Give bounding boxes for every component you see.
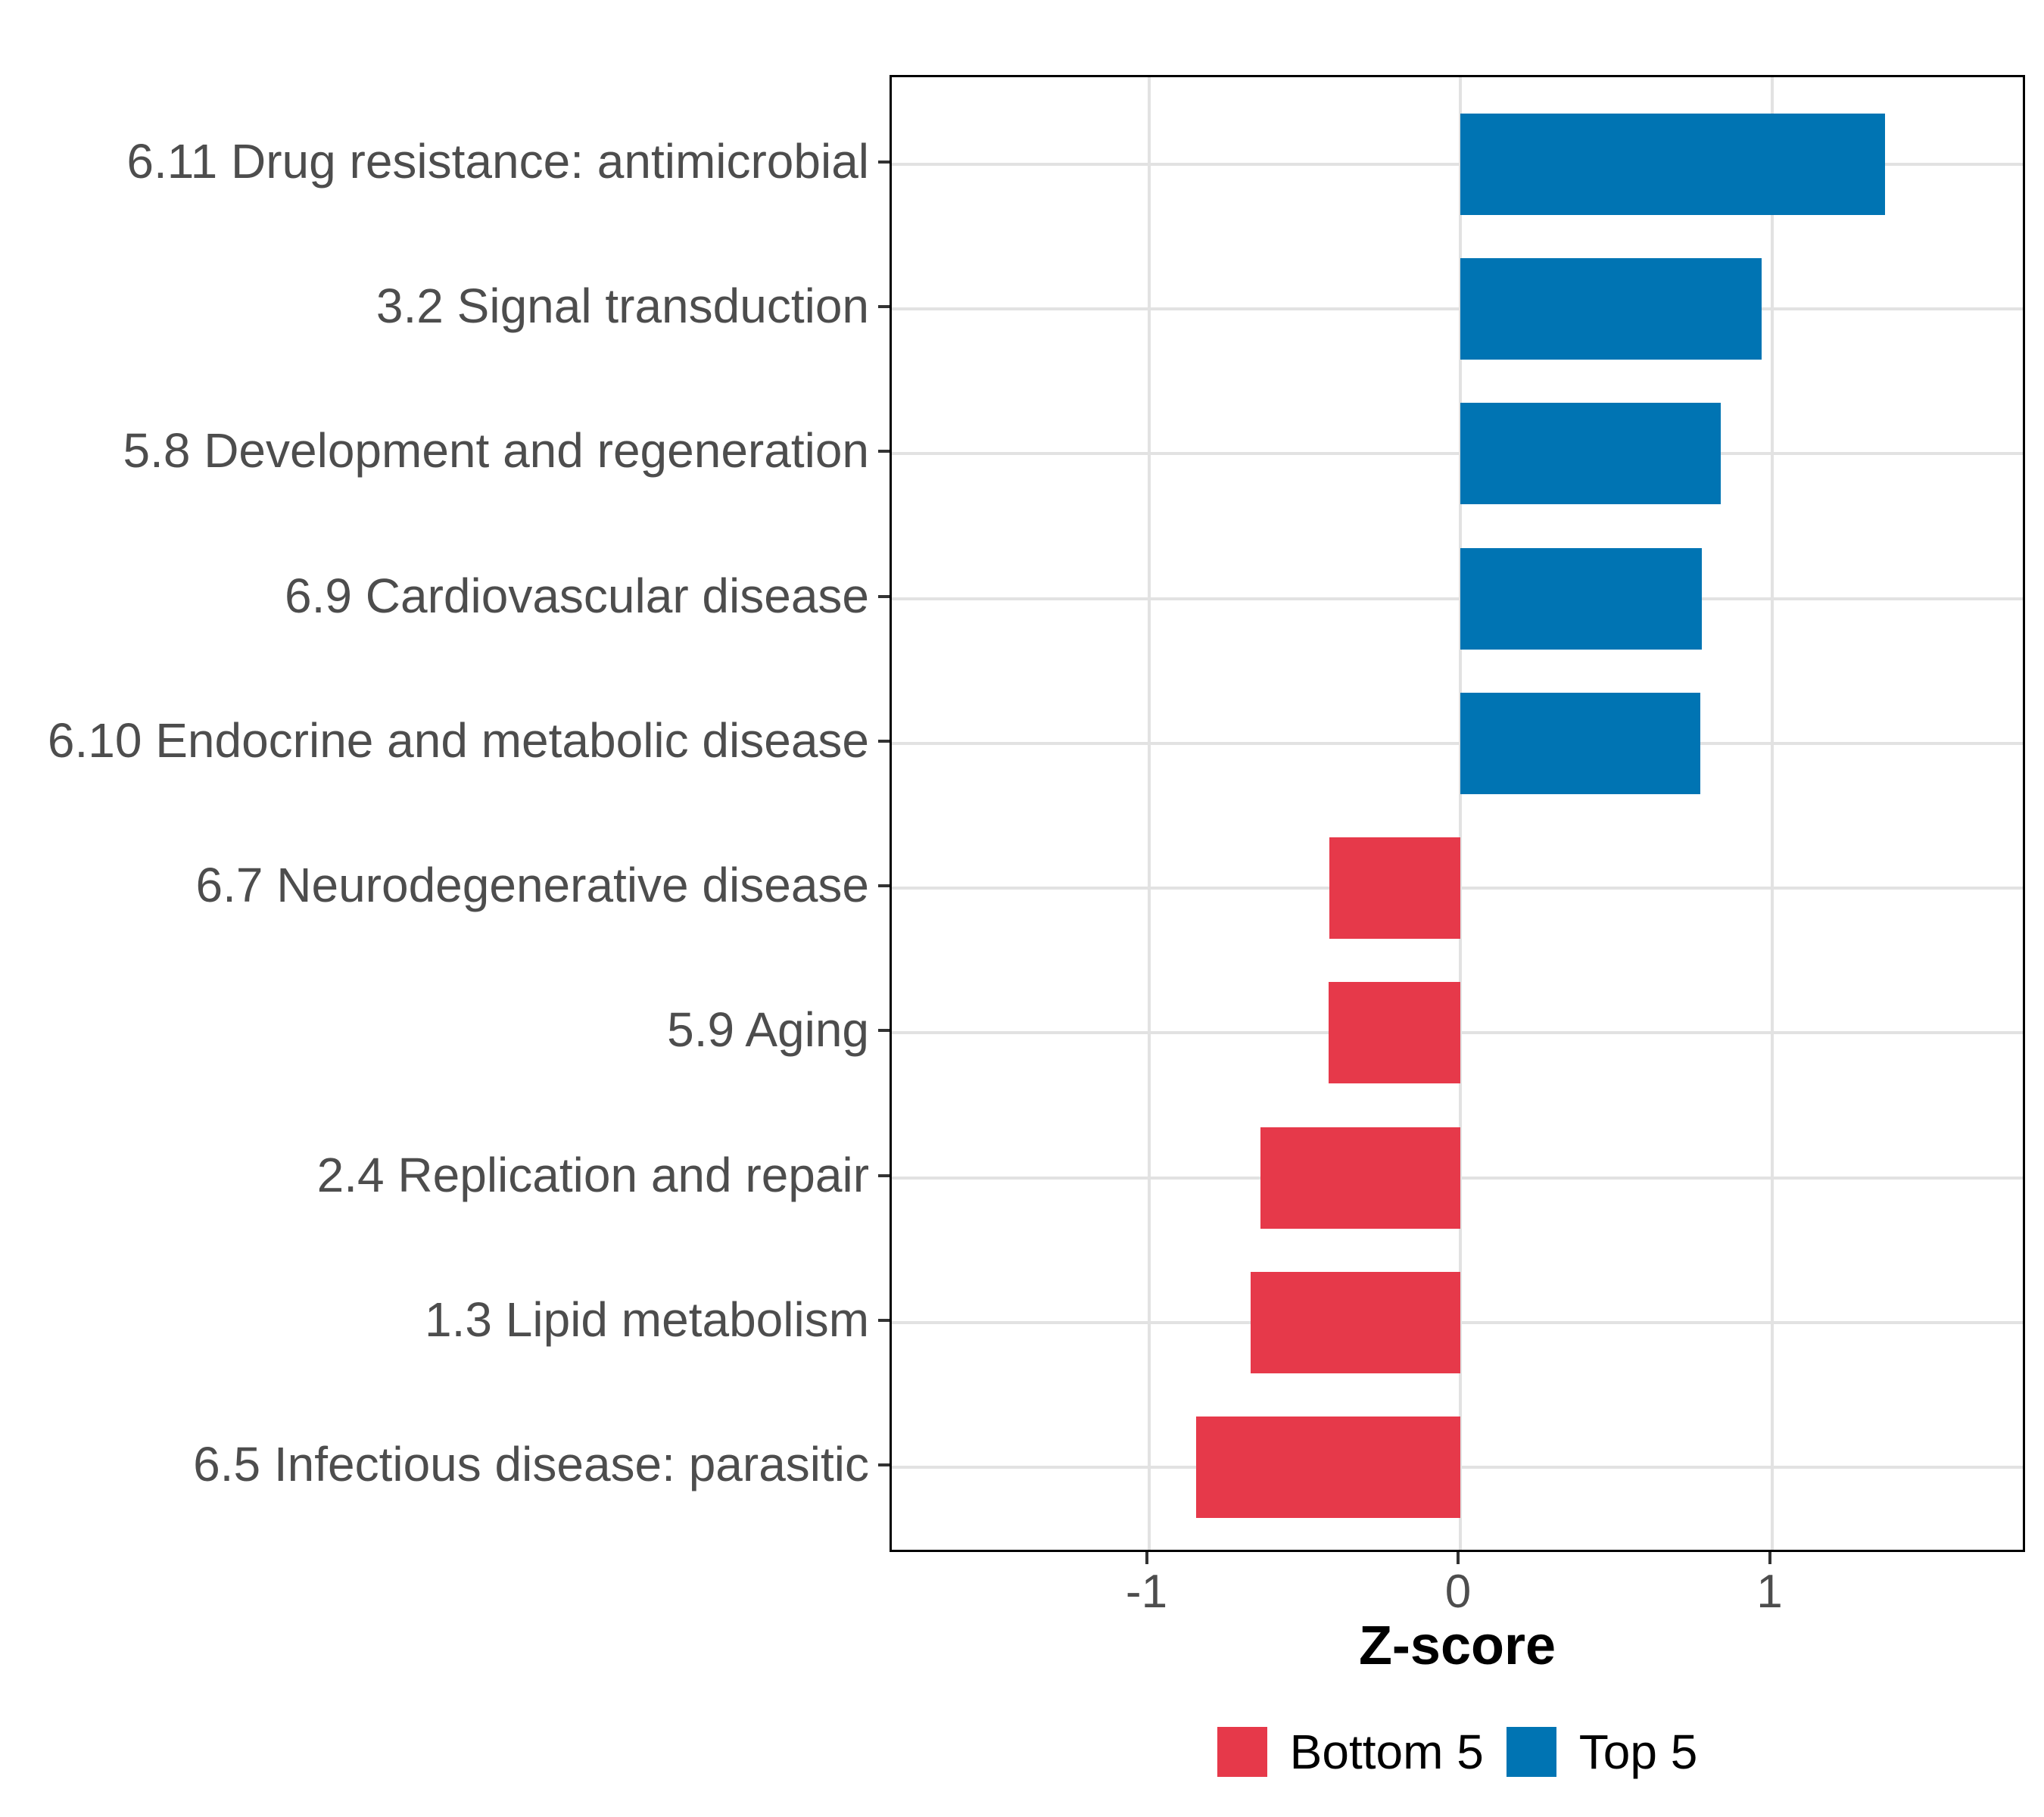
bar <box>1251 1272 1461 1373</box>
x-axis-title: Z-score <box>1358 1616 1556 1676</box>
gridline-horizontal <box>892 307 2023 311</box>
y-axis-tick <box>878 594 890 598</box>
legend: Bottom 5 Top 5 <box>890 1727 2025 1777</box>
bar <box>1329 837 1461 940</box>
x-axis-tick-label: 1 <box>1756 1566 1783 1618</box>
gridline-horizontal <box>892 597 2023 600</box>
plot-panel <box>890 75 2025 1552</box>
bar <box>1460 547 1703 650</box>
legend-item: Top 5 <box>1506 1725 1698 1779</box>
x-axis-tick-label: 0 <box>1444 1566 1472 1618</box>
legend-label: Bottom 5 <box>1289 1725 1484 1779</box>
gridline-vertical <box>1147 77 1151 1550</box>
gridline-horizontal <box>892 741 2023 745</box>
category-label: 6.10 Endocrine and metabolic disease <box>47 713 869 768</box>
y-axis-tick <box>878 450 890 453</box>
x-axis-tick <box>1145 1552 1148 1564</box>
y-axis-tick <box>878 305 890 309</box>
bar <box>1460 258 1762 360</box>
gridline-horizontal <box>892 162 2023 166</box>
category-label: 5.8 Development and regeneration <box>123 423 869 478</box>
bar <box>1196 1417 1461 1519</box>
y-axis-labels: 6.11 Drug resistance: antimicrobial 3.2 S… <box>0 75 869 1552</box>
legend-swatch <box>1217 1727 1267 1777</box>
gridline-vertical <box>1770 77 1774 1550</box>
bar <box>1260 1127 1461 1229</box>
legend-swatch <box>1506 1727 1556 1777</box>
x-axis-tick-label: -1 <box>1125 1566 1168 1618</box>
bar <box>1460 403 1721 505</box>
y-axis-tick <box>878 1318 890 1322</box>
category-label: 2.4 Replication and repair <box>316 1147 869 1202</box>
bar <box>1460 113 1885 215</box>
category-label: 6.7 Neurodegenerative disease <box>195 858 870 913</box>
bar <box>1328 982 1461 1084</box>
gridline-horizontal <box>892 452 2023 456</box>
legend-item: Bottom 5 <box>1217 1727 1484 1777</box>
y-axis-tick <box>878 160 890 164</box>
y-axis-tick <box>878 1029 890 1033</box>
x-axis-tick <box>1457 1552 1460 1564</box>
gridline-vertical <box>1459 77 1463 1550</box>
y-axis-tick <box>878 1173 890 1177</box>
y-axis-tick <box>878 1463 890 1467</box>
category-label: 6.9 Cardiovascular disease <box>285 568 869 623</box>
category-label: 1.3 Lipid metabolism <box>425 1292 869 1348</box>
category-label: 5.9 Aging <box>667 1002 869 1058</box>
y-axis-tick <box>878 739 890 743</box>
category-label: 6.5 Infectious disease: parasitic <box>193 1437 869 1492</box>
category-label: 3.2 Signal transduction <box>375 279 869 334</box>
legend-label: Top 5 <box>1578 1725 1698 1779</box>
category-label: 6.11 Drug resistance: antimicrobial <box>126 133 869 189</box>
x-axis-tick <box>1768 1552 1771 1564</box>
y-axis-tick <box>878 884 890 888</box>
bar <box>1460 692 1701 794</box>
